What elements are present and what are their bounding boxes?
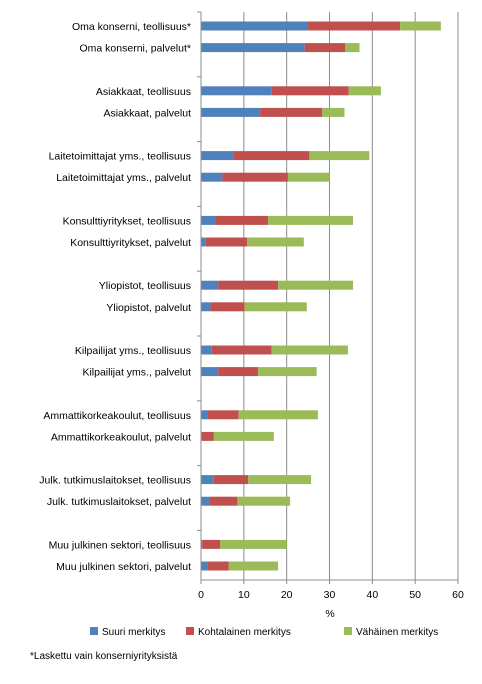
bar-segment [201,345,212,355]
bar-segment [400,21,441,31]
category-label: Muu julkinen sektori, palvelut [56,561,191,573]
legend-label: Kohtalainen merkitys [198,627,291,638]
category-label: Kilpailijat yms., palvelut [82,367,191,379]
bar-segment [201,475,214,485]
bars [201,21,441,571]
bar-segment [308,21,401,31]
bar-segment [322,107,345,117]
category-label: Ammattikorkeakoulut, palvelut [51,431,191,443]
category-label: Asiakkaat, teollisuus [96,86,191,98]
bar-segment [233,151,310,161]
bar-segment [218,280,279,290]
gridlines [243,12,459,580]
bar-segment [201,172,223,182]
bar-segment [207,561,229,571]
bar-segment [209,496,238,506]
bar-segment [345,43,360,53]
bar-segment [228,561,279,571]
bar-segment [211,345,272,355]
x-tick-label: 20 [281,589,293,601]
bar-segment [309,151,370,161]
bar-segment [201,86,272,96]
category-label: Laitetoimittajat yms., palvelut [56,172,191,184]
category-labels: Oma konserni, teollisuus* Oma konserni, p… [39,21,191,573]
category-label: Julk. tutkimuslaitokset, palvelut [47,496,191,508]
x-tick-label: 0 [198,589,204,601]
x-tick-label: 30 [324,589,336,601]
category-label: Laitetoimittajat yms., teollisuus [49,151,191,163]
legend-label: Vähäinen merkitys [356,627,438,638]
bar-segment [215,215,269,225]
legend-swatch [344,627,352,635]
bar-segment [271,86,349,96]
bar-segment [260,107,323,117]
category-label: Kilpailijat yms., teollisuus [75,345,191,357]
bar-segment [201,410,208,420]
bar-segment [278,280,354,290]
category-label: Yliopistot, palvelut [106,302,191,314]
bar-segment [201,21,309,31]
bar-segment [247,237,304,247]
bar-segment [271,345,348,355]
bar-segment [248,475,312,485]
bar-segment [210,302,245,312]
bar-segment [268,215,354,225]
bar-segment [207,410,239,420]
x-axis: 0 10 20 30 40 50 60 [197,11,464,601]
category-label: Asiakkaat, palvelut [103,107,191,119]
category-label: Konsulttiyritykset, palvelut [70,237,191,249]
category-label: Oma konserni, palvelut* [80,43,191,55]
bar-segment [287,172,330,182]
category-label: Muu julkinen sektori, teollisuus [49,539,191,551]
bar-segment [201,496,210,506]
bar-segment [205,237,248,247]
bar-segment [201,280,219,290]
footnote: *Laskettu vain konserniyrityksistä [30,651,178,662]
bar-segment [213,431,274,441]
x-tick-label: 10 [238,589,250,601]
bar-segment [201,237,206,247]
x-tick-label: 60 [452,589,464,601]
legend-label: Suuri merkitys [102,627,165,638]
x-axis-label: % [325,608,334,620]
bar-segment [348,86,381,96]
bar-segment [220,539,287,549]
bar-segment [244,302,307,312]
bar-segment [257,367,317,377]
bar-segment [201,43,305,53]
bar-segment [201,431,214,441]
bar-segment [201,302,211,312]
bar-segment [304,43,346,53]
bar-segment [201,539,203,549]
bar-segment [202,539,221,549]
x-tick-label: 40 [366,589,378,601]
bar-segment [201,561,208,571]
category-label: Julk. tutkimuslaitokset, teollisuus [39,475,191,487]
bar-segment [222,172,288,182]
category-label: Oma konserni, teollisuus* [72,21,191,33]
bar-segment [213,475,249,485]
legend-swatch [90,627,98,635]
category-label: Konsulttiyritykset, teollisuus [63,215,191,227]
bar-segment [201,107,261,117]
bar-segment [201,151,234,161]
bar-segment [201,215,216,225]
legend: Suuri merkitys Kohtalainen merkitys Vähäin… [90,627,438,638]
bar-segment [237,496,291,506]
x-tick-label: 50 [409,589,421,601]
legend-swatch [186,627,194,635]
category-label: Ammattikorkeakoulut, teollisuus [43,410,191,422]
bar-segment [218,367,258,377]
bar-segment [201,367,219,377]
bar-segment [238,410,318,420]
category-label: Yliopistot, teollisuus [99,280,191,292]
